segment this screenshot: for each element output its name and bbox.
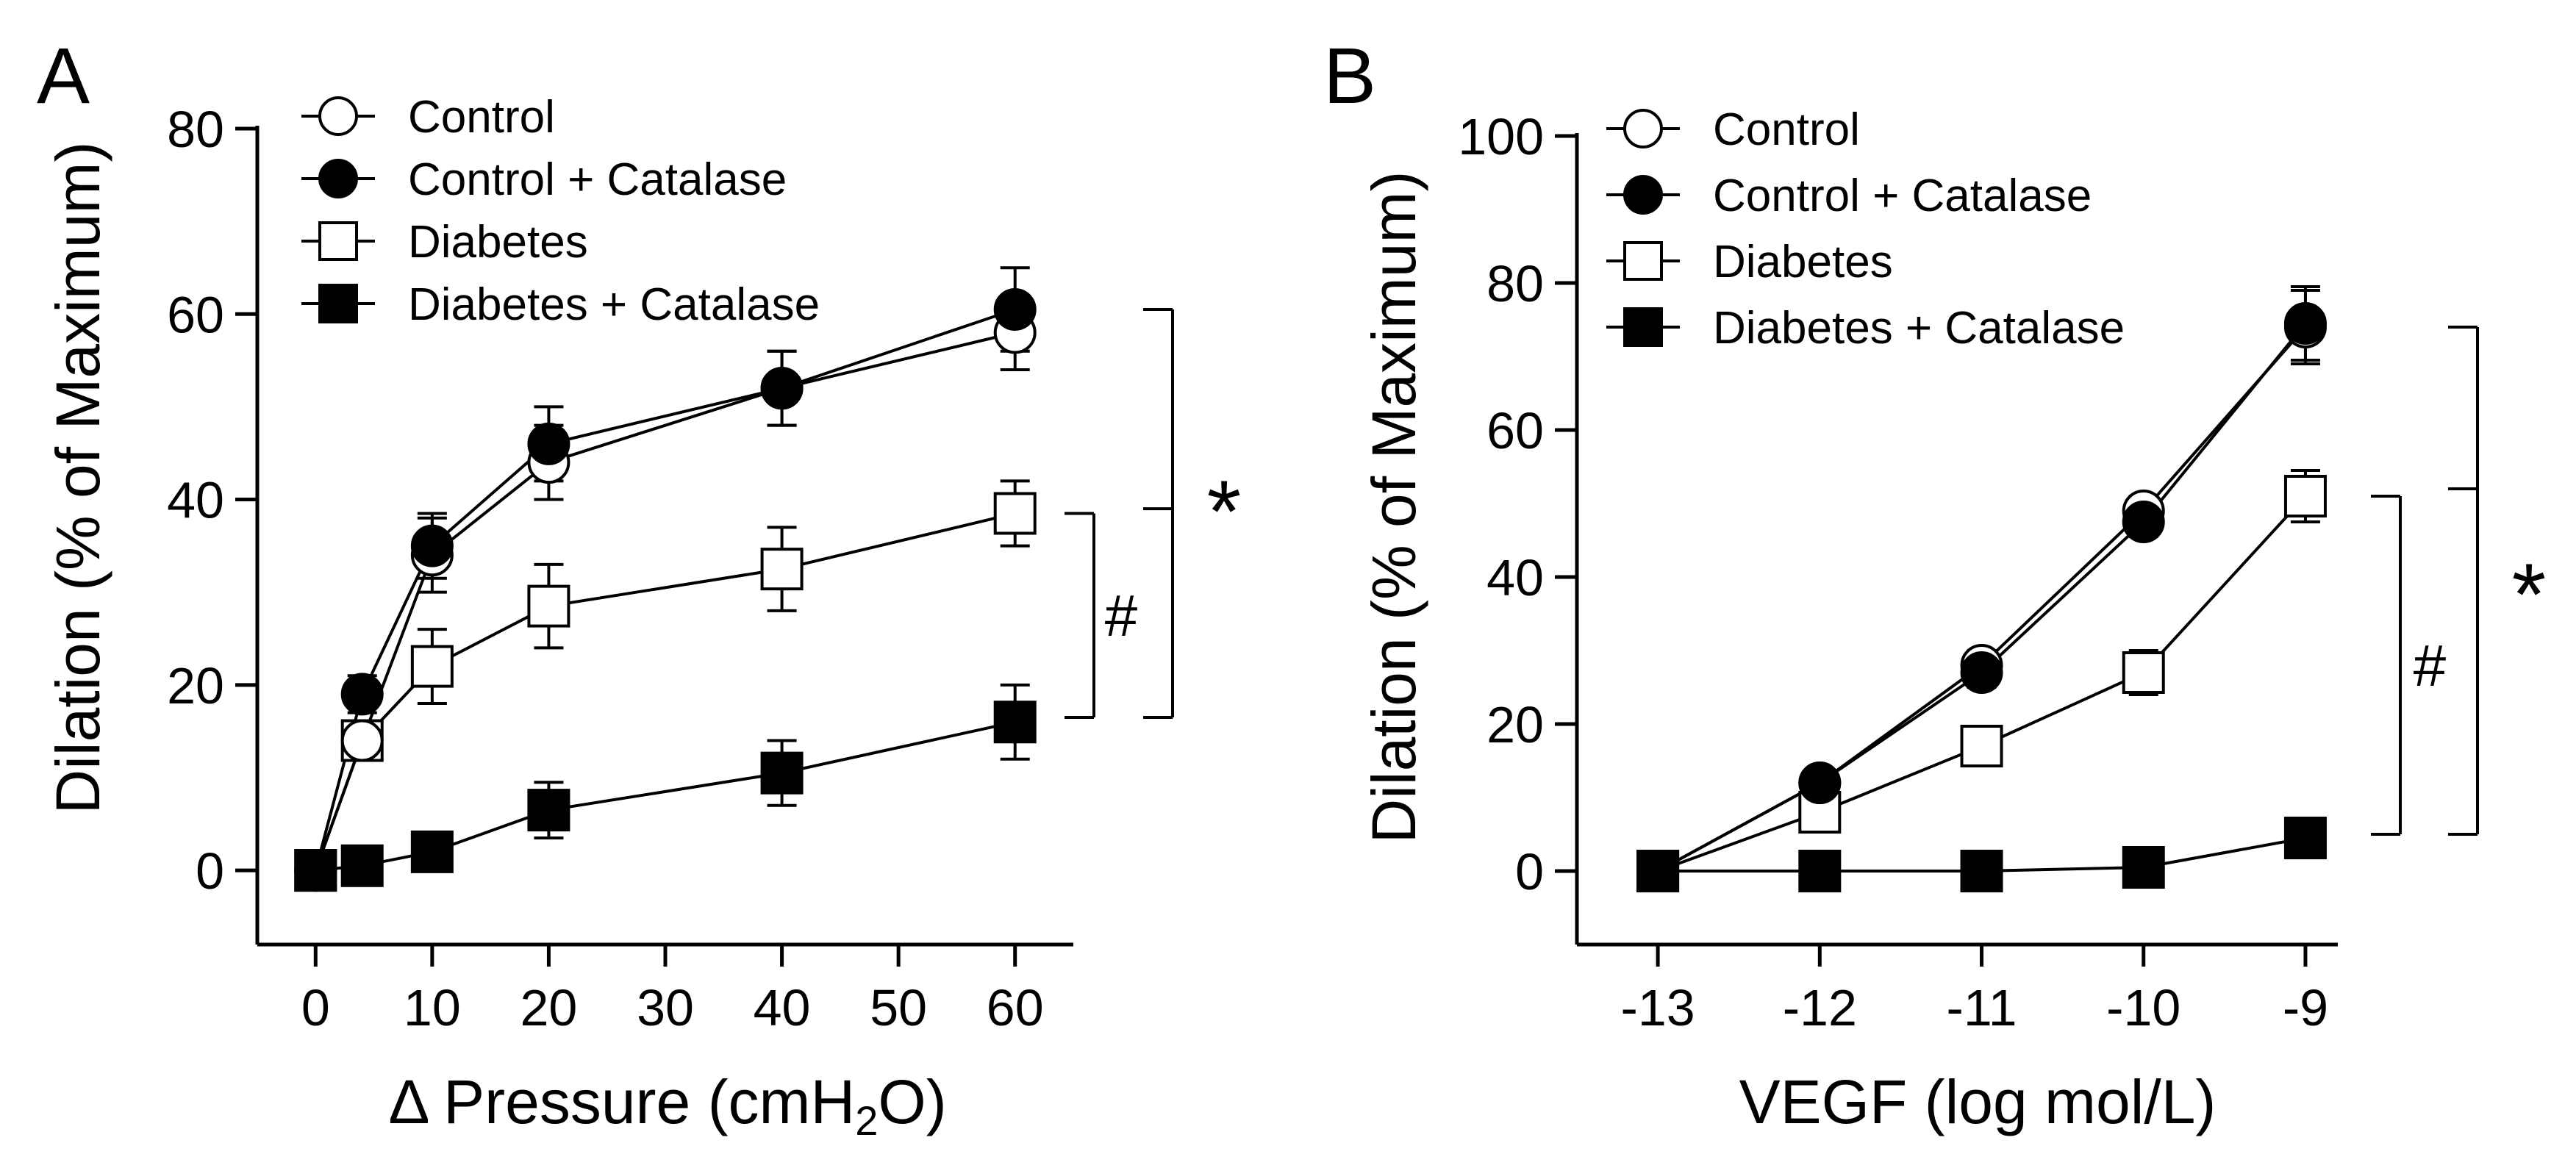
- panel-a-legend-label-diabetes-catalase: Diabetes + Catalase: [408, 279, 820, 330]
- panel-b-legend-label-diabetes-catalase: Diabetes + Catalase: [1713, 303, 2125, 354]
- panel-a-point-diabetes: [760, 548, 804, 591]
- panel-a-point-control-catalase: [410, 524, 454, 567]
- panel-a-x-tick-label: 60: [987, 979, 1044, 1036]
- panel-a-y-tick-label: 0: [196, 842, 224, 900]
- panel-b-plot-area: [1636, 285, 2327, 892]
- panel-a-y-tick-label: 80: [167, 101, 224, 158]
- panel-b-legend-label-control-catalase: Control + Catalase: [1713, 171, 2092, 221]
- panel-a-legend-marker-diabetes-catalase: [318, 284, 358, 323]
- panel-b-x-tick-label: -9: [2283, 979, 2328, 1036]
- panel-a-letter: A: [37, 31, 90, 120]
- panel-b-y-tick-label: 40: [1486, 549, 1544, 606]
- panel-b-series-line-control-catalase: [1657, 322, 2307, 873]
- panel-b-y-tick-label: 100: [1458, 108, 1544, 165]
- panel-a-significance: *#: [1065, 307, 1242, 719]
- panel-b-legend-marker-diabetes: [1623, 241, 1663, 281]
- panel-a-x-axis-title-subscript: 2: [855, 1097, 878, 1144]
- panel-b: B Dilation (% of Maximum) VEGF (log mol/…: [1323, 31, 2546, 1136]
- panel-a-legend-label-diabetes: Diabetes: [408, 217, 588, 268]
- panel-b-point-diabetes-catalase: [1960, 850, 2003, 892]
- panel-b-legend-marker-control: [1623, 109, 1663, 148]
- panel-a-x-tick-label: 20: [520, 979, 577, 1036]
- panel-a-axes: 0 20 40 60 80 0 10 20 30 40 50 60: [167, 101, 1073, 1036]
- panel-a-plot-area: [294, 266, 1037, 892]
- panel-a-x-tick-label: 0: [301, 979, 330, 1036]
- panel-b-legend-label-control: Control: [1713, 104, 1860, 155]
- panel-a-legend-label-control: Control: [408, 92, 555, 143]
- panel-b-y-tick-label: 0: [1515, 843, 1544, 900]
- panel-a-point-control-catalase: [294, 849, 337, 892]
- panel-a-x-tick-label: 50: [870, 979, 927, 1036]
- panel-a-point-diabetes-catalase: [410, 830, 454, 873]
- panel-a-legend-marker-control-catalase: [318, 159, 358, 198]
- panel-a-star-label: *: [1207, 462, 1242, 561]
- panel-a-x-axis-title-prefix: Δ Pressure (cmH: [388, 1067, 855, 1136]
- panel-a-point-control-catalase: [760, 367, 804, 410]
- panel-a-x-tick-label: 30: [637, 979, 694, 1036]
- panel-a-y-axis-title: Dilation (% of Maximum): [43, 142, 112, 814]
- panel-b-y-tick-label: 20: [1486, 696, 1544, 753]
- panel-a-point-diabetes: [527, 584, 570, 628]
- panel-b-point-diabetes-catalase: [2122, 846, 2165, 889]
- panel-b-point-control-catalase: [2283, 302, 2327, 345]
- panel-a-point-control: [340, 719, 384, 762]
- panel-a-point-control-catalase: [340, 673, 384, 716]
- panel-a-x-axis-title-suffix: O): [878, 1067, 946, 1136]
- panel-b-x-tick-label: -12: [1783, 979, 1857, 1036]
- panel-a-legend: Control Control + Catalase Diabetes Diabete…: [301, 92, 820, 330]
- panel-a-x-tick-label: 10: [404, 979, 461, 1036]
- panel-a-x-axis-title: Δ Pressure (cmH2O): [388, 1067, 946, 1144]
- panel-b-x-tick-label: -13: [1621, 979, 1695, 1036]
- panel-a-y-tick-label: 20: [167, 657, 224, 714]
- panel-a-point-control-catalase: [993, 287, 1037, 331]
- panel-a-point-diabetes: [410, 645, 454, 688]
- panel-b-point-diabetes-catalase: [1798, 850, 1842, 892]
- panel-b-y-tick-label: 80: [1486, 255, 1544, 312]
- panel-a: A Dilation (% of Maximum) Δ Pressure (cm…: [37, 31, 1241, 1144]
- panel-a-point-diabetes-catalase: [993, 701, 1037, 744]
- panel-b-point-control-catalase: [1636, 850, 1680, 892]
- panel-a-point-diabetes-catalase: [760, 751, 804, 795]
- panel-b-axes: 0 20 40 60 80 100 -13 -12 -11 -10 -9: [1458, 108, 2338, 1036]
- panel-a-y-tick-label: 40: [167, 472, 224, 529]
- panel-b-legend-marker-diabetes-catalase: [1623, 307, 1663, 347]
- panel-b-hash-label: #: [2414, 633, 2447, 698]
- panel-b-point-diabetes: [2283, 475, 2327, 517]
- panel-b-point-diabetes: [2122, 651, 2165, 694]
- panel-b-legend-marker-control-catalase: [1623, 175, 1663, 215]
- panel-b-y-axis-title: Dilation (% of Maximum): [1359, 171, 1428, 844]
- panel-b-x-tick-label: -11: [1947, 979, 2017, 1036]
- panel-b-point-diabetes: [1960, 725, 2003, 767]
- panel-a-legend-marker-diabetes: [318, 221, 358, 261]
- panel-b-letter: B: [1323, 31, 1376, 120]
- panel-a-point-control-catalase: [527, 422, 570, 465]
- panel-b-point-control-catalase: [2122, 501, 2165, 543]
- panel-a-x-tick-label: 40: [754, 979, 811, 1036]
- panel-a-y-tick-label: 60: [167, 286, 224, 343]
- panel-b-significance: *#: [2371, 326, 2547, 836]
- panel-b-legend: Control Control + Catalase Diabetes Diabete…: [1606, 104, 2125, 354]
- panel-a-hash-label: #: [1105, 583, 1138, 648]
- panel-b-point-control-catalase: [1960, 651, 2003, 694]
- panel-b-point-diabetes-catalase: [2283, 817, 2327, 859]
- panel-b-legend-label-diabetes: Diabetes: [1713, 237, 1893, 287]
- panel-a-legend-label-control-catalase: Control + Catalase: [408, 154, 787, 205]
- panel-b-star-label: *: [2512, 545, 2547, 644]
- panel-b-series-line-control: [1657, 326, 2307, 873]
- panel-a-series-line-control: [314, 331, 1016, 871]
- panel-b-y-tick-label: 60: [1486, 402, 1544, 459]
- panel-b-x-tick-label: -10: [2106, 979, 2180, 1036]
- panel-b-point-control-catalase: [1798, 762, 1842, 804]
- panel-a-legend-marker-control: [318, 96, 358, 136]
- panel-a-point-diabetes-catalase: [527, 789, 570, 832]
- panel-b-x-axis-title: VEGF (log mol/L): [1739, 1067, 2217, 1136]
- panel-a-point-diabetes-catalase: [340, 844, 384, 887]
- panel-a-point-diabetes: [993, 492, 1037, 535]
